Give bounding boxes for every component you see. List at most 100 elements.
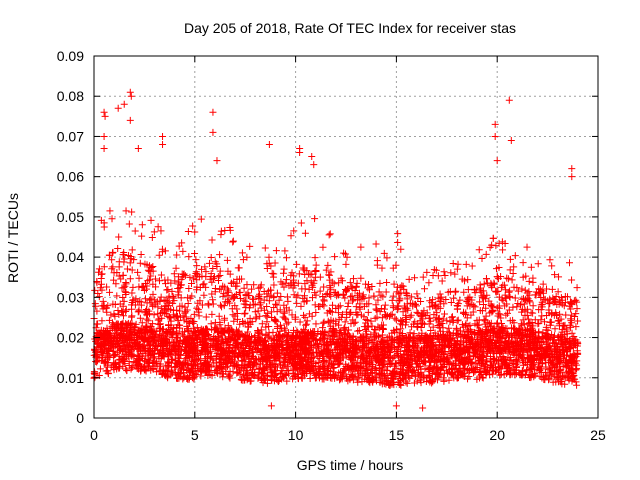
data-point (168, 287, 176, 295)
data-point (568, 276, 576, 284)
data-point (479, 301, 487, 309)
data-point (367, 317, 375, 325)
data-point (337, 274, 345, 282)
data-point (243, 281, 251, 289)
data-point (482, 352, 490, 360)
data-point (193, 304, 201, 312)
data-point (273, 289, 281, 297)
data-point (99, 297, 107, 305)
data-point (276, 306, 284, 314)
data-point (106, 353, 114, 361)
data-point (236, 294, 244, 302)
data-point (365, 294, 373, 302)
data-point (379, 293, 387, 301)
data-point (103, 308, 111, 316)
data-point (250, 281, 258, 289)
data-point (368, 322, 376, 330)
data-point (558, 326, 566, 334)
data-point (153, 298, 161, 306)
data-point (129, 283, 137, 291)
data-point (270, 270, 278, 278)
data-point (325, 271, 333, 279)
data-point (283, 363, 291, 371)
data-point (136, 314, 144, 322)
data-point (237, 375, 245, 383)
data-point (138, 232, 146, 240)
data-point (164, 374, 172, 382)
data-point (537, 293, 545, 301)
data-point (125, 220, 133, 228)
data-point (356, 303, 364, 311)
data-point (225, 373, 233, 381)
data-point (405, 275, 413, 283)
data-point (326, 308, 334, 316)
data-point (292, 313, 300, 321)
data-point (290, 326, 298, 334)
data-point (502, 311, 510, 319)
data-point (262, 323, 270, 331)
data-point (419, 273, 427, 281)
data-point (353, 291, 361, 299)
data-point (216, 321, 224, 329)
data-point (504, 309, 512, 317)
data-point (177, 294, 185, 302)
data-point (510, 324, 518, 332)
data-point (505, 306, 513, 314)
data-point (110, 276, 118, 284)
data-point (444, 288, 452, 296)
data-point (554, 288, 562, 296)
data-point (487, 355, 495, 363)
data-point (319, 350, 327, 358)
data-point (349, 275, 357, 283)
data-point (191, 249, 199, 257)
data-point (301, 313, 309, 321)
data-point (503, 274, 511, 282)
data-point (141, 295, 149, 303)
data-point (556, 310, 564, 318)
data-point (146, 276, 154, 284)
data-point (113, 292, 121, 300)
data-point (246, 242, 254, 250)
data-point (434, 272, 442, 280)
data-point (154, 223, 162, 231)
data-point (341, 318, 349, 326)
data-point (271, 363, 279, 371)
data-point (492, 288, 500, 296)
data-point (368, 335, 376, 343)
data-point (383, 279, 391, 287)
data-point (438, 277, 446, 285)
data-point (136, 259, 144, 267)
data-point (164, 305, 172, 313)
data-point (571, 312, 579, 320)
data-point (240, 310, 248, 318)
data-point (128, 363, 136, 371)
data-point (216, 251, 224, 259)
data-point (445, 324, 453, 332)
data-point (169, 293, 177, 301)
data-point (506, 293, 514, 301)
data-point (197, 347, 205, 355)
data-point (573, 284, 581, 292)
data-point (161, 247, 169, 255)
data-point (560, 331, 568, 339)
data-point (102, 304, 110, 312)
data-point (552, 292, 560, 300)
data-point (198, 301, 206, 309)
data-point (572, 323, 580, 331)
data-point (334, 309, 342, 317)
data-point (541, 295, 549, 303)
data-point (390, 381, 398, 389)
data-point (239, 320, 247, 328)
data-point (246, 377, 254, 385)
data-point (276, 361, 284, 369)
data-point (360, 375, 368, 383)
data-point (501, 240, 509, 248)
data-point (510, 319, 518, 327)
data-point (179, 247, 187, 255)
data-point (238, 249, 246, 257)
data-point (333, 292, 341, 300)
data-point (144, 317, 152, 325)
data-point (284, 297, 292, 305)
data-point (510, 366, 518, 374)
data-point (134, 308, 142, 316)
